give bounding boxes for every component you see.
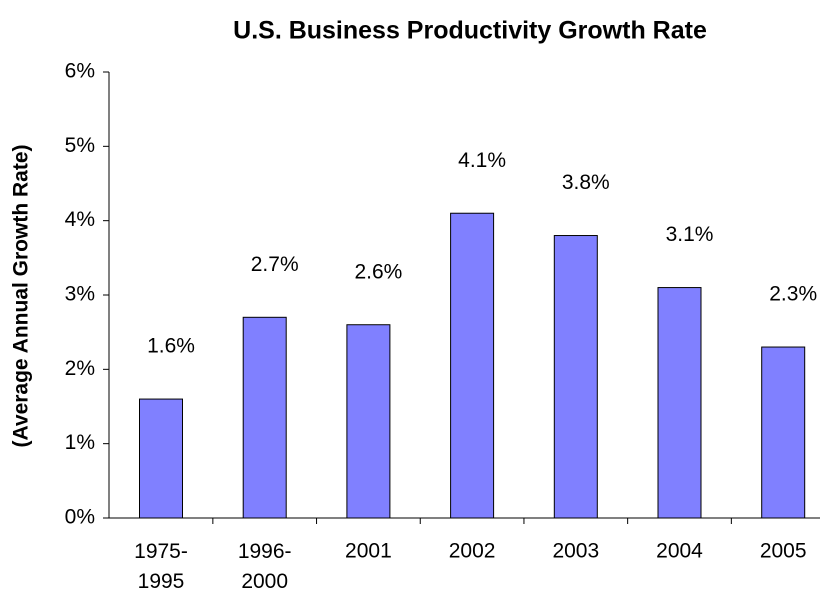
x-tick-label: 2001 [345, 540, 392, 563]
y-axis-title: (Average Annual Growth Rate) [10, 145, 33, 448]
y-tick-label: 1% [65, 431, 95, 454]
x-tick-label: 2002 [449, 540, 496, 563]
x-tick-label: 1996-2000 [238, 540, 292, 593]
value-label: 1.6% [147, 335, 195, 358]
value-label: 3.1% [666, 223, 714, 246]
bar [761, 346, 806, 519]
chart-title: U.S. Business Productivity Growth Rate [233, 17, 707, 45]
value-label: 2.7% [251, 253, 299, 276]
x-tick-label: 2005 [760, 540, 807, 563]
value-label: 2.6% [354, 260, 402, 283]
value-label: 3.8% [562, 171, 610, 194]
bar [242, 316, 287, 519]
bar [657, 287, 702, 519]
x-tick-label: 2004 [656, 540, 703, 563]
y-tick-label: 3% [65, 283, 95, 306]
y-tick-label: 5% [65, 134, 95, 157]
y-tick-label: 2% [65, 357, 95, 380]
y-tick-label: 6% [65, 60, 95, 83]
x-tick-label: 2003 [552, 540, 599, 563]
bar [346, 324, 391, 519]
bar [450, 212, 495, 519]
x-tick-label: 1975-1995 [134, 540, 188, 593]
bar [139, 398, 183, 519]
bar [553, 235, 598, 519]
value-label: 2.3% [769, 283, 817, 306]
y-tick-label: 4% [65, 208, 95, 231]
y-tick-label: 0% [65, 506, 95, 529]
value-label: 4.1% [458, 149, 506, 172]
